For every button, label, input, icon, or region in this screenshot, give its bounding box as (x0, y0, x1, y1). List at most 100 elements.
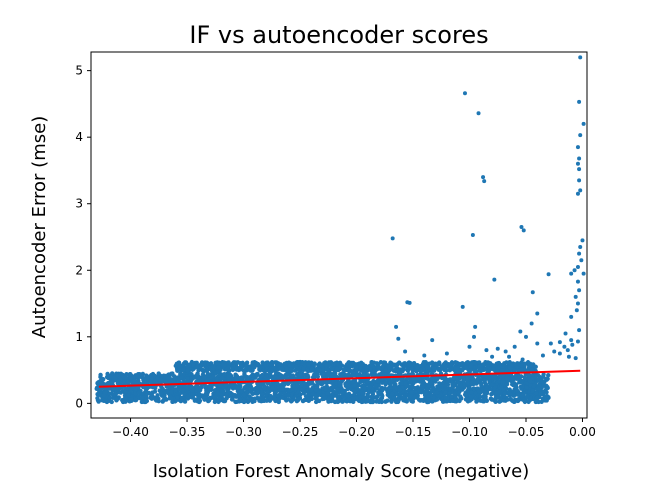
dense-point (398, 377, 404, 382)
dense-point (107, 395, 113, 401)
dense-point (495, 365, 501, 370)
data-point (476, 111, 481, 116)
dense-point (337, 380, 342, 385)
data-point (578, 188, 583, 193)
dense-point (312, 361, 317, 366)
dense-point (468, 367, 473, 373)
dense-point (207, 386, 212, 391)
dense-point (204, 378, 210, 383)
dense-point (190, 362, 195, 368)
dense-point (545, 376, 550, 381)
data-point (552, 349, 557, 354)
dense-point (465, 399, 471, 404)
dense-point (143, 386, 149, 392)
y-tick-label: 3 (75, 197, 83, 211)
dense-point (408, 390, 414, 395)
dense-point (321, 393, 326, 398)
dense-point (334, 399, 339, 404)
dense-point (367, 385, 373, 390)
dense-point (133, 390, 138, 396)
dense-point (389, 391, 395, 397)
dense-point (124, 372, 129, 377)
dense-point (540, 374, 546, 379)
dense-point (426, 397, 431, 402)
dense-point (375, 394, 380, 399)
dense-point (434, 390, 440, 395)
dense-point (477, 364, 482, 369)
data-point (557, 340, 562, 345)
dense-point (118, 371, 124, 377)
dense-point (168, 379, 174, 384)
dense-point (346, 378, 351, 383)
dense-point (519, 363, 524, 368)
dense-point (274, 381, 279, 386)
dense-point (484, 390, 490, 396)
dense-point (265, 390, 270, 396)
x-tick-label: −0.30 (225, 425, 262, 439)
dense-point (451, 375, 456, 381)
dense-point (222, 362, 227, 368)
dense-point (458, 395, 464, 401)
data-point (577, 167, 582, 172)
dense-point (370, 379, 376, 385)
dense-point (223, 382, 229, 388)
dense-point (385, 363, 390, 368)
dense-point (216, 365, 221, 370)
data-point (470, 233, 475, 237)
x-axis: −0.40 −0.35 −0.30 −0.25 −0.20 −0.15 −0.10 −0.05… (112, 418, 596, 439)
dense-point (426, 366, 432, 372)
dense-point (189, 384, 194, 390)
dense-point (403, 380, 408, 386)
dense-point (143, 393, 149, 399)
dense-point (341, 367, 347, 372)
dense-point (276, 399, 281, 405)
dense-point (107, 391, 113, 396)
dense-point (524, 385, 530, 390)
dense-point (476, 360, 482, 365)
dense-point (238, 360, 243, 366)
dense-point (94, 385, 100, 391)
dense-point (411, 377, 416, 382)
dense-point (505, 397, 510, 402)
dense-point (428, 380, 434, 386)
dense-point (295, 360, 301, 365)
dense-point (287, 363, 292, 368)
dense-point (344, 392, 350, 398)
dense-point (150, 385, 155, 390)
data-point (529, 321, 534, 326)
dense-point (98, 386, 104, 392)
trend-line (98, 369, 581, 388)
dense-point (314, 383, 319, 389)
y-tick-label: 5 (75, 64, 83, 78)
dense-point (301, 366, 306, 371)
dense-point (284, 398, 289, 403)
dense-point (128, 397, 134, 402)
dense-point (180, 367, 186, 372)
dense-point (315, 397, 320, 403)
dense-point (422, 392, 428, 397)
dense-point (98, 372, 103, 378)
dense-point (456, 380, 462, 386)
dense-point (103, 389, 108, 395)
dense-point (303, 394, 309, 399)
x-tick-label: −0.10 (451, 425, 488, 439)
data-point (580, 238, 585, 243)
dense-point (222, 397, 227, 402)
dense-point (173, 388, 178, 394)
dense-point (100, 377, 106, 382)
dense-point (433, 379, 438, 384)
dense-point (468, 363, 473, 369)
dense-point (347, 397, 352, 403)
dense-point (371, 360, 377, 365)
dense-point (165, 376, 171, 381)
data-point (492, 277, 497, 282)
data-point (566, 354, 571, 359)
dense-point (345, 386, 350, 392)
dense-point (484, 385, 489, 391)
dense-point (243, 374, 248, 379)
dense-point (224, 366, 230, 372)
dense-point (469, 390, 474, 395)
dense-point (298, 380, 303, 385)
data-point (572, 268, 577, 273)
dense-point (515, 392, 520, 397)
